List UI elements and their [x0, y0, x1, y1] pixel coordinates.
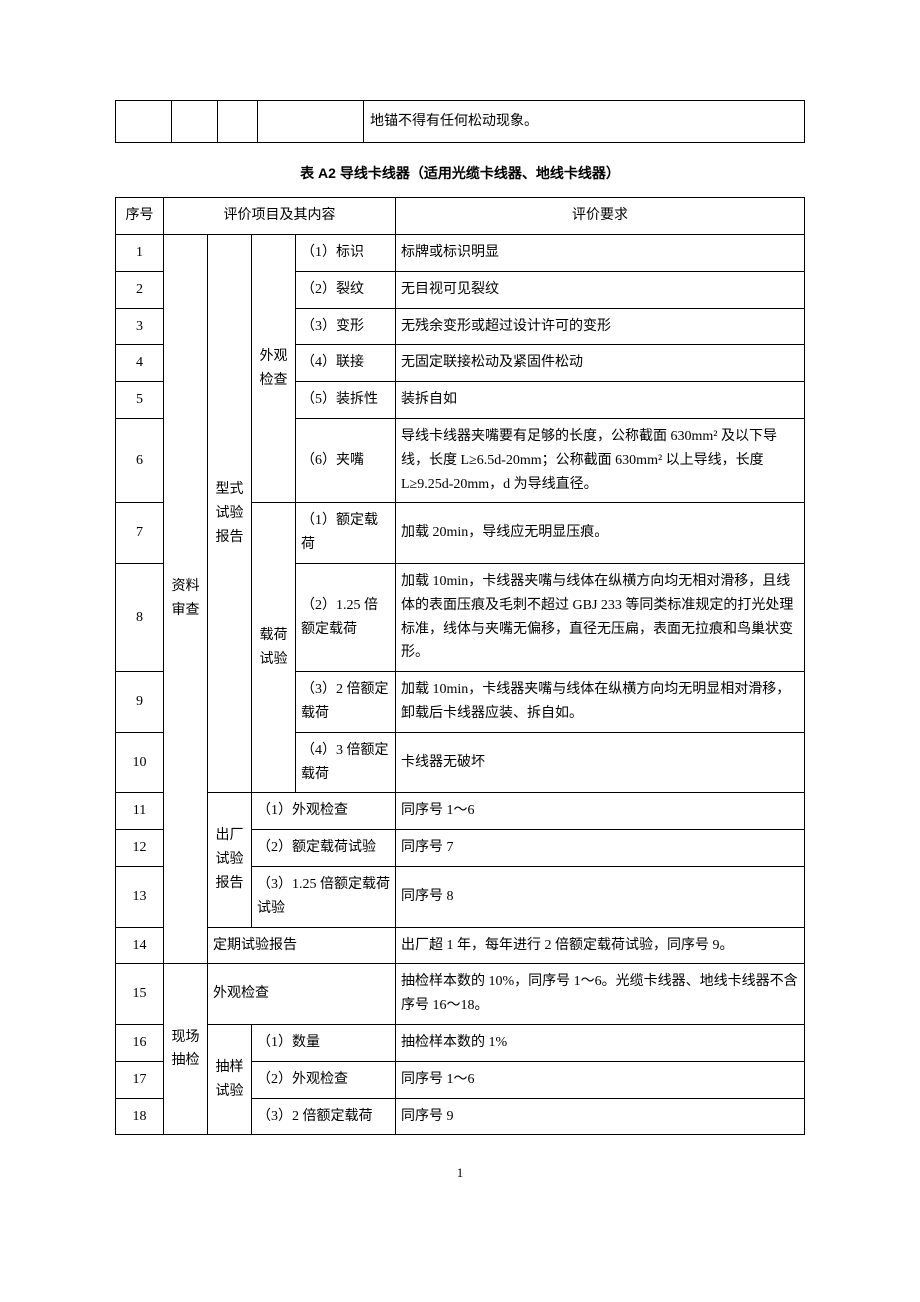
cell-seq: 12	[116, 830, 164, 867]
cell-seq: 9	[116, 672, 164, 733]
cell-item: （2）1.25 倍额定载荷	[296, 563, 396, 671]
cell-seq: 5	[116, 382, 164, 419]
header-item: 评价项目及其内容	[164, 198, 396, 235]
cell-seq: 17	[116, 1061, 164, 1098]
cell-item: （2）裂纹	[296, 271, 396, 308]
cell-item: （3）2 倍额定载荷	[296, 672, 396, 733]
table-row: 11 出厂试验报告 （1）外观检查 同序号 1～6	[116, 793, 805, 830]
cell-seq: 18	[116, 1098, 164, 1135]
cell-item: （1）数量	[252, 1024, 396, 1061]
cell-req: 导线卡线器夹嘴要有足够的长度，公称截面 630mm² 及以下导线，长度 L≥6.…	[396, 418, 805, 502]
cell-visual-check: 外观检查	[208, 964, 396, 1025]
main-table: 序号 评价项目及其内容 评价要求 1 资料审查 型式试验报告 外观检查 （1）标…	[115, 197, 805, 1135]
cell-item: （1）额定载荷	[296, 503, 396, 564]
cell-req: 无目视可见裂纹	[396, 271, 805, 308]
cell-req: 出厂超 1 年，每年进行 2 倍额定载荷试验，同序号 9。	[396, 927, 805, 964]
cell-seq: 8	[116, 563, 164, 671]
table-header-row: 序号 评价项目及其内容 评价要求	[116, 198, 805, 235]
cell-req: 加载 10min，卡线器夹嘴与线体在纵横方向均无明显相对滑移，卸载后卡线器应装、…	[396, 672, 805, 733]
cell-item: （3）变形	[296, 308, 396, 345]
frag-cell-2	[172, 101, 218, 143]
cell-req: 加载 20min，导线应无明显压痕。	[396, 503, 805, 564]
cell-req: 无固定联接松动及紧固件松动	[396, 345, 805, 382]
cell-site-sampling: 现场抽检	[164, 964, 208, 1135]
cell-req: 同序号 8	[396, 866, 805, 927]
frag-cell-1	[116, 101, 172, 143]
table-row: 1 资料审查 型式试验报告 外观检查 （1）标识 标牌或标识明显	[116, 234, 805, 271]
cell-req: 抽检样本数的 1%	[396, 1024, 805, 1061]
frag-cell-req: 地锚不得有任何松动现象。	[364, 101, 805, 143]
cell-seq: 3	[116, 308, 164, 345]
cell-item: （1）外观检查	[252, 793, 396, 830]
cell-req: 同序号 1～6	[396, 793, 805, 830]
frag-cell-4	[258, 101, 364, 143]
cell-seq: 15	[116, 964, 164, 1025]
cell-seq: 1	[116, 234, 164, 271]
cell-item: （4）3 倍额定载荷	[296, 732, 396, 793]
cell-item: （5）装拆性	[296, 382, 396, 419]
cell-req: 无残余变形或超过设计许可的变形	[396, 308, 805, 345]
previous-table-fragment: 地锚不得有任何松动现象。	[115, 100, 805, 143]
cell-load-test: 载荷试验	[252, 503, 296, 793]
cell-seq: 2	[116, 271, 164, 308]
cell-req: 同序号 7	[396, 830, 805, 867]
header-seq: 序号	[116, 198, 164, 235]
table-row: 16 抽样试验 （1）数量 抽检样本数的 1%	[116, 1024, 805, 1061]
cell-seq: 11	[116, 793, 164, 830]
cell-req: 卡线器无破坏	[396, 732, 805, 793]
cell-req: 装拆自如	[396, 382, 805, 419]
cell-seq: 7	[116, 503, 164, 564]
cell-seq: 14	[116, 927, 164, 964]
cell-req: 加载 10min，卡线器夹嘴与线体在纵横方向均无相对滑移，且线体的表面压痕及毛刺…	[396, 563, 805, 671]
cell-item: （3）2 倍额定载荷	[252, 1098, 396, 1135]
cell-type-test: 型式试验报告	[208, 234, 252, 792]
cell-req: 同序号 9	[396, 1098, 805, 1135]
cell-appearance: 外观检查	[252, 234, 296, 502]
cell-doc-review: 资料审查	[164, 234, 208, 963]
cell-item: （2）外观检查	[252, 1061, 396, 1098]
table-caption: 表 A2 导线卡线器（适用光缆卡线器、地线卡线器）	[115, 163, 805, 183]
cell-periodic-test: 定期试验报告	[208, 927, 396, 964]
cell-req: 同序号 1～6	[396, 1061, 805, 1098]
cell-item: （4）联接	[296, 345, 396, 382]
header-req: 评价要求	[396, 198, 805, 235]
cell-item: （3）1.25 倍额定载荷试验	[252, 866, 396, 927]
cell-req: 抽检样本数的 10%，同序号 1～6。光缆卡线器、地线卡线器不含序号 16～18…	[396, 964, 805, 1025]
cell-seq: 6	[116, 418, 164, 502]
cell-item: （2）额定载荷试验	[252, 830, 396, 867]
cell-factory-test: 出厂试验报告	[208, 793, 252, 927]
cell-seq: 4	[116, 345, 164, 382]
cell-item: （1）标识	[296, 234, 396, 271]
cell-seq: 13	[116, 866, 164, 927]
cell-seq: 16	[116, 1024, 164, 1061]
table-row: 14 定期试验报告 出厂超 1 年，每年进行 2 倍额定载荷试验，同序号 9。	[116, 927, 805, 964]
cell-item: （6）夹嘴	[296, 418, 396, 502]
page-number: 1	[115, 1165, 805, 1181]
cell-seq: 10	[116, 732, 164, 793]
table-row: 15 现场抽检 外观检查 抽检样本数的 10%，同序号 1～6。光缆卡线器、地线…	[116, 964, 805, 1025]
cell-sample-test: 抽样试验	[208, 1024, 252, 1134]
table-row: 地锚不得有任何松动现象。	[116, 101, 805, 143]
cell-req: 标牌或标识明显	[396, 234, 805, 271]
frag-cell-3	[218, 101, 258, 143]
